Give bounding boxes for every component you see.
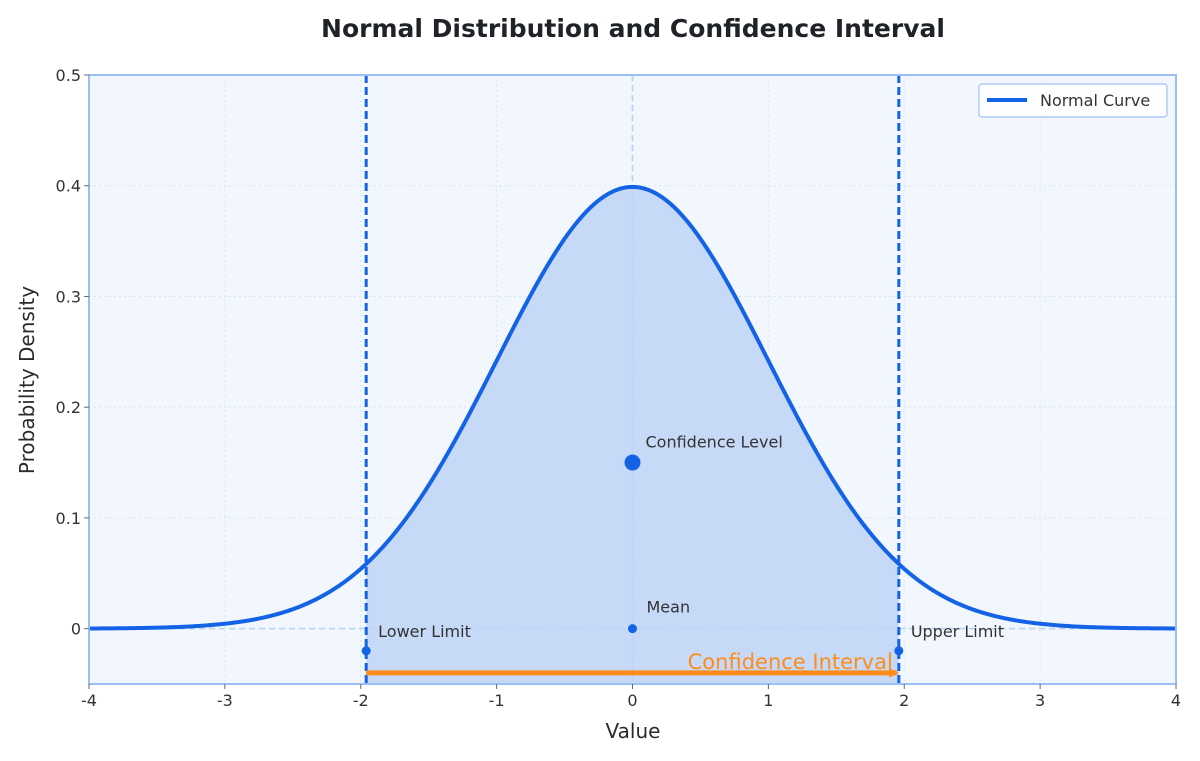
upper-limit-point <box>894 646 904 656</box>
y-tick-label: 0.1 <box>56 509 81 528</box>
upper-limit-label: Upper Limit <box>911 622 1004 641</box>
y-tick-label: 0.4 <box>56 177 81 196</box>
curve-group <box>89 184 1176 631</box>
y-ticks: 0 0.1 0.2 0.3 0.4 0.5 <box>56 66 89 639</box>
confidence-level-point <box>624 454 641 471</box>
x-tick-label: 4 <box>1171 691 1181 710</box>
lower-limit-point <box>361 646 371 656</box>
y-tick-label: 0.2 <box>56 398 81 417</box>
x-tick-label: -4 <box>81 691 97 710</box>
x-ticks: -4 -3 -2 -1 0 1 2 3 4 <box>81 684 1181 710</box>
mean-label: Mean <box>647 598 691 617</box>
guide-lines <box>89 75 1176 684</box>
y-tick-label: 0.5 <box>56 66 81 85</box>
confidence-level-label: Confidence Level <box>646 433 783 452</box>
x-tick-label: 0 <box>627 691 637 710</box>
y-axis-label: Probability Density <box>15 286 39 474</box>
x-tick-label: 2 <box>899 691 909 710</box>
y-tick-label: 0 <box>71 620 81 639</box>
normal-curve-line <box>89 184 1176 631</box>
x-tick-label: -3 <box>217 691 233 710</box>
confidence-interval-label: Confidence Interval <box>688 650 893 674</box>
legend-entry-normal-curve: Normal Curve <box>1040 91 1150 110</box>
chart-title: Normal Distribution and Confidence Inter… <box>321 14 945 43</box>
lower-limit-label: Lower Limit <box>378 622 471 641</box>
legend: Normal Curve <box>978 83 1168 118</box>
legend-box <box>978 83 1168 118</box>
markers: Lower Limit Mean Upper Limit Confidence Lev… <box>361 433 1004 678</box>
x-tick-label: 3 <box>1035 691 1045 710</box>
y-tick-label: 0.3 <box>56 287 81 306</box>
x-tick-label: -2 <box>353 691 369 710</box>
x-axis-label: Value <box>606 719 661 743</box>
x-tick-label: -1 <box>489 691 505 710</box>
x-tick-label: 1 <box>763 691 773 710</box>
mean-point <box>628 624 637 634</box>
